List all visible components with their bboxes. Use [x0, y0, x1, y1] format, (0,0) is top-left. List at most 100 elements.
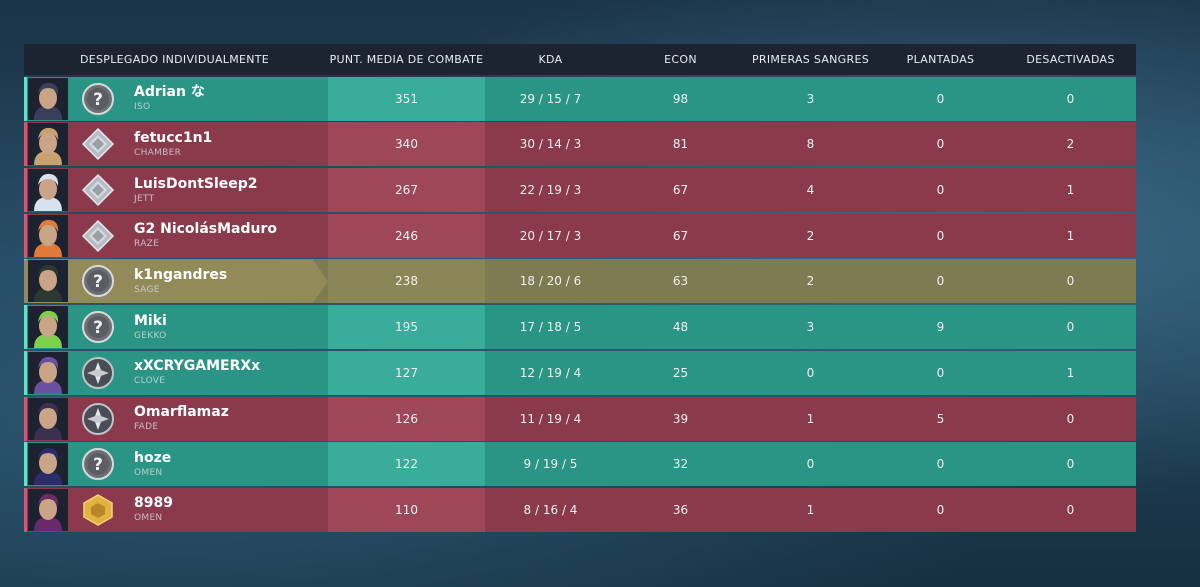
header-plants[interactable]: PLANTADAS: [906, 53, 975, 66]
agent-name: OMEN: [134, 513, 163, 524]
first-bloods-cell: 0: [806, 365, 815, 380]
first-bloods-cell: 2: [806, 274, 815, 289]
table-row[interactable]: Omarflamaz FADE 126 11 / 19 / 4 39 1 5 0: [24, 396, 1136, 441]
player-name[interactable]: k1ngandres: [134, 266, 228, 283]
header-kda[interactable]: KDA: [538, 53, 563, 66]
player-cell[interactable]: ? hoze OMEN: [24, 442, 328, 486]
first-bloods-cell: 1: [806, 411, 815, 426]
plants-cell: 0: [936, 274, 945, 289]
player-name[interactable]: xXCRYGAMERXx: [134, 358, 261, 375]
agent-name: OMEN: [134, 467, 163, 478]
agent-portrait-icon: [28, 77, 68, 120]
table-row[interactable]: xXCRYGAMERXx CLOVE 127 12 / 19 / 4 25 0 0 1: [24, 350, 1136, 395]
acs-cell: 122: [328, 442, 485, 487]
unranked-question-icon[interactable]: ?: [80, 446, 116, 482]
defuses-cell: 1: [1066, 365, 1075, 380]
acs-cell: 110: [328, 487, 485, 532]
player-cell[interactable]: Omarflamaz FADE: [24, 397, 328, 441]
team-accent-bar: [24, 213, 27, 258]
agent-portrait-icon: [28, 260, 68, 303]
player-names: fetucc1n1 CHAMBER: [134, 130, 212, 159]
unranked-question-icon[interactable]: ?: [80, 263, 116, 299]
table-row[interactable]: ? Miki GEKKO 195 17 / 18 / 5 48 3 9 0: [24, 305, 1136, 350]
defuses-cell: 0: [1066, 457, 1075, 472]
header-first-bloods[interactable]: PRIMERAS SANGRES: [751, 53, 869, 66]
player-cell[interactable]: fetucc1n1 CHAMBER: [24, 122, 328, 166]
kda-cell: 11 / 19 / 4: [519, 411, 582, 426]
agent-portrait-icon: [28, 169, 68, 212]
header-player[interactable]: DESPLEGADO INDIVIDUALMENTE: [80, 53, 270, 66]
first-bloods-cell: 3: [806, 320, 815, 335]
table-row[interactable]: ? Adrian な ISO 351 29 / 15 / 7 98 3 0 0: [24, 76, 1136, 121]
table-row[interactable]: ? hoze OMEN 122 9 / 19 / 5 32 0 0 0: [24, 442, 1136, 487]
defuses-cell: 2: [1066, 137, 1075, 152]
player-name[interactable]: fetucc1n1: [134, 129, 213, 146]
diamond-rank-icon[interactable]: [80, 218, 116, 254]
svg-text:?: ?: [93, 318, 103, 338]
first-bloods-cell: 3: [806, 91, 815, 106]
plants-cell: 0: [936, 502, 945, 517]
gold-rank-icon[interactable]: [80, 492, 116, 528]
player-cell[interactable]: ? Miki GEKKO: [24, 305, 328, 349]
table-row[interactable]: G2 NicolásMaduro RAZE 246 20 / 17 / 3 67 2 0 1: [24, 213, 1136, 258]
agent-portrait-icon: [28, 397, 68, 440]
agent-name: ISO: [134, 102, 151, 113]
acs-cell: 267: [328, 168, 485, 213]
player-cell[interactable]: LuisDontSleep2 JETT: [24, 168, 328, 212]
table-row[interactable]: LuisDontSleep2 JETT 267 22 / 19 / 3 67 4 0 1: [24, 168, 1136, 213]
player-cell[interactable]: ? k1ngandres SAGE: [24, 259, 328, 304]
kda-cell: 12 / 19 / 4: [519, 365, 582, 380]
defuses-cell: 0: [1066, 411, 1075, 426]
plants-cell: 0: [936, 228, 945, 243]
header-econ[interactable]: ECON: [664, 53, 697, 66]
player-name[interactable]: Miki: [134, 312, 167, 329]
player-names: xXCRYGAMERXx CLOVE: [134, 358, 260, 387]
player-name[interactable]: 8989: [134, 495, 173, 512]
kda-cell: 8 / 16 / 4: [523, 502, 578, 517]
table-row[interactable]: 8989 OMEN 110 8 / 16 / 4 36 1 0 0: [24, 487, 1136, 532]
unranked-question-icon[interactable]: ?: [80, 81, 116, 117]
player-cell[interactable]: G2 NicolásMaduro RAZE: [24, 214, 328, 258]
ascendant-rank-icon[interactable]: [80, 401, 116, 437]
table-row[interactable]: ? k1ngandres SAGE 238 18 / 20 / 6 63 2 0 0: [24, 259, 1136, 304]
team-accent-bar: [24, 350, 27, 395]
defuses-cell: 0: [1066, 274, 1075, 289]
acs-cell: 126: [328, 396, 485, 441]
econ-cell: 98: [672, 91, 689, 106]
defuses-cell: 0: [1066, 91, 1075, 106]
econ-cell: 67: [672, 183, 689, 198]
header-defuses[interactable]: DESACTIVADAS: [1026, 53, 1115, 66]
player-names: Omarflamaz FADE: [134, 404, 229, 433]
player-name[interactable]: Adrian な: [134, 84, 205, 101]
table-row[interactable]: fetucc1n1 CHAMBER 340 30 / 14 / 3 81 8 0 2: [24, 122, 1136, 167]
player-cell[interactable]: 8989 OMEN: [24, 488, 328, 532]
team-accent-bar: [24, 396, 27, 441]
agent-name: CLOVE: [134, 376, 166, 387]
player-name[interactable]: hoze: [134, 449, 172, 466]
agent-name: SAGE: [134, 284, 160, 295]
unranked-question-icon[interactable]: ?: [80, 309, 116, 345]
scoreboard-header: DESPLEGADO INDIVIDUALMENTE PUNT. MEDIA D…: [24, 44, 1136, 75]
player-name[interactable]: Omarflamaz: [134, 404, 229, 420]
player-names: G2 NicolásMaduro RAZE: [134, 221, 277, 250]
plants-cell: 0: [936, 457, 945, 472]
diamond-rank-icon[interactable]: [80, 172, 116, 208]
acs-cell: 238: [328, 259, 485, 304]
agent-name: RAZE: [134, 239, 160, 250]
kda-cell: 9 / 19 / 5: [523, 457, 578, 472]
player-name[interactable]: G2 NicolásMaduro: [134, 221, 278, 238]
agent-name: JETT: [134, 193, 155, 204]
header-acs[interactable]: PUNT. MEDIA DE COMBATE: [329, 53, 484, 66]
player-cell[interactable]: xXCRYGAMERXx CLOVE: [24, 351, 328, 395]
player-name[interactable]: LuisDontSleep2: [134, 175, 258, 192]
acs-cell: 351: [328, 76, 485, 121]
diamond-rank-icon[interactable]: [80, 126, 116, 162]
defuses-cell: 1: [1066, 228, 1075, 243]
plants-cell: 0: [936, 137, 945, 152]
econ-cell: 39: [672, 411, 689, 426]
acs-cell: 195: [328, 305, 485, 350]
player-cell[interactable]: ? Adrian な ISO: [24, 77, 328, 121]
plants-cell: 0: [936, 365, 945, 380]
acs-cell: 246: [328, 213, 485, 258]
ascendant-rank-icon[interactable]: [80, 355, 116, 391]
